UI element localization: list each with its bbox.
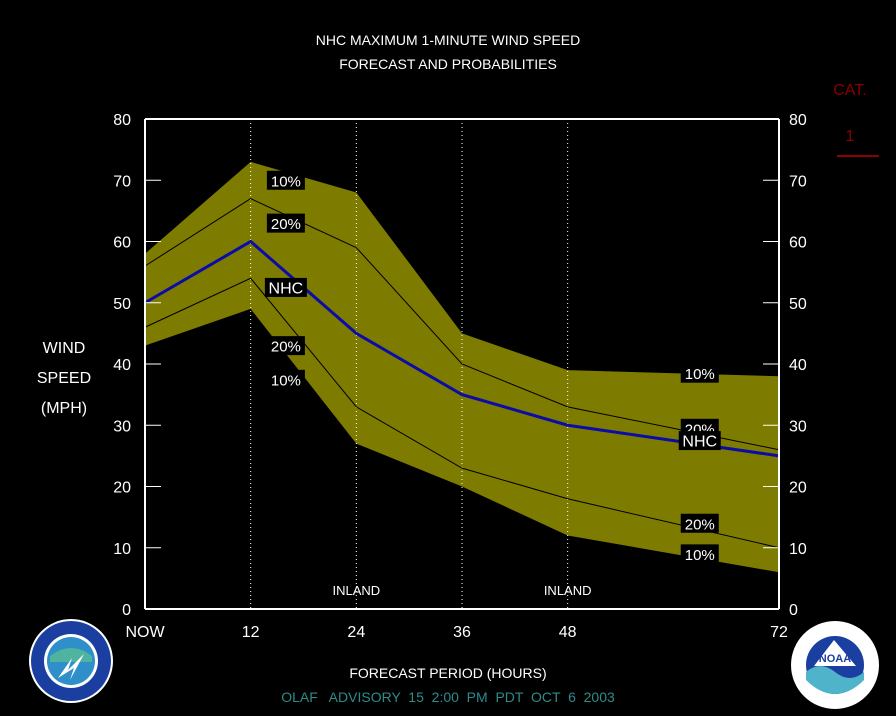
annotation-label: 20% [271, 216, 301, 233]
y-tick-label-left: 50 [113, 296, 131, 313]
annotation-label: 20% [685, 516, 715, 533]
annotation-box [266, 213, 305, 233]
annotation-box [266, 336, 305, 356]
annotation-box [264, 277, 307, 297]
annotation-box [680, 513, 719, 533]
y-tick-label-right: 30 [789, 418, 807, 435]
y-tick-label-right: 10 [789, 541, 807, 558]
advisory-text: OLAF ADVISORY 15 2:00 PM PDT OCT 6 2003 [281, 689, 615, 705]
annotation-label: 20% [271, 339, 301, 356]
annotation-label: 10% [685, 547, 715, 564]
y-tick-label-right: 80 [789, 112, 807, 129]
y-tick-label-left: 20 [113, 480, 131, 497]
category-value: 1 [845, 128, 855, 145]
annotation-box [678, 431, 721, 451]
series-line-lower-20 [144, 277, 780, 549]
annotation-label: 10% [271, 173, 301, 190]
annotation-box [266, 369, 305, 389]
y-tick-label-left: 30 [113, 418, 131, 435]
x-tick-label: 48 [559, 624, 577, 641]
annotation-box [680, 544, 719, 564]
y-tick-label-left: 0 [122, 602, 131, 619]
annotation-box [266, 170, 305, 190]
series-line-nhc [144, 239, 780, 458]
inland-label: INLAND [332, 583, 380, 598]
chart-title-line-1: NHC MAXIMUM 1-MINUTE WIND SPEED [315, 32, 581, 48]
y-tick-label-left: 40 [113, 357, 131, 374]
y-tick-label-right: 20 [789, 480, 807, 497]
x-tick-label: 12 [242, 624, 260, 641]
inland-label: INLAND [544, 583, 592, 598]
annotation-label: 10% [685, 366, 715, 383]
y-tick-label-left: 80 [113, 112, 131, 129]
y-tick-label-left: 60 [113, 235, 131, 252]
y-tick-label-left: 10 [113, 541, 131, 558]
x-tick-label: 36 [453, 624, 471, 641]
x-tick-label: 24 [347, 624, 365, 641]
x-axis-label: FORECAST PERIOD (HOURS) [349, 665, 547, 681]
annotation-label: 10% [271, 372, 301, 389]
y-axis-label-line-2: SPEED [36, 370, 92, 387]
nws-logo [28, 618, 114, 704]
y-tick-label-right: 60 [789, 235, 807, 252]
y-tick-label-left: 70 [113, 173, 131, 190]
y-axis-label-line-3: (MPH) [40, 400, 88, 417]
y-tick-label-right: 0 [789, 602, 798, 619]
x-tick-label: 72 [770, 624, 788, 641]
svg-text:NOAA: NOAA [819, 653, 851, 665]
category-underline [837, 155, 879, 157]
y-tick-label-right: 40 [789, 357, 807, 374]
annotation-box [680, 363, 719, 383]
y-tick-label-right: 70 [789, 173, 807, 190]
series-line-upper-20 [144, 198, 780, 451]
chart-title-line-2: FORECAST AND PROBABILITIES [339, 56, 557, 72]
category-label: CAT. [833, 82, 867, 99]
y-axis-label-line-1: WIND [42, 340, 86, 357]
y-tick-label-right: 50 [789, 296, 807, 313]
annotation-label: NHC [682, 434, 717, 451]
x-tick-label: NOW [125, 624, 165, 641]
noaa-logo: NOAA [790, 620, 880, 710]
annotation-label: NHC [269, 280, 304, 297]
